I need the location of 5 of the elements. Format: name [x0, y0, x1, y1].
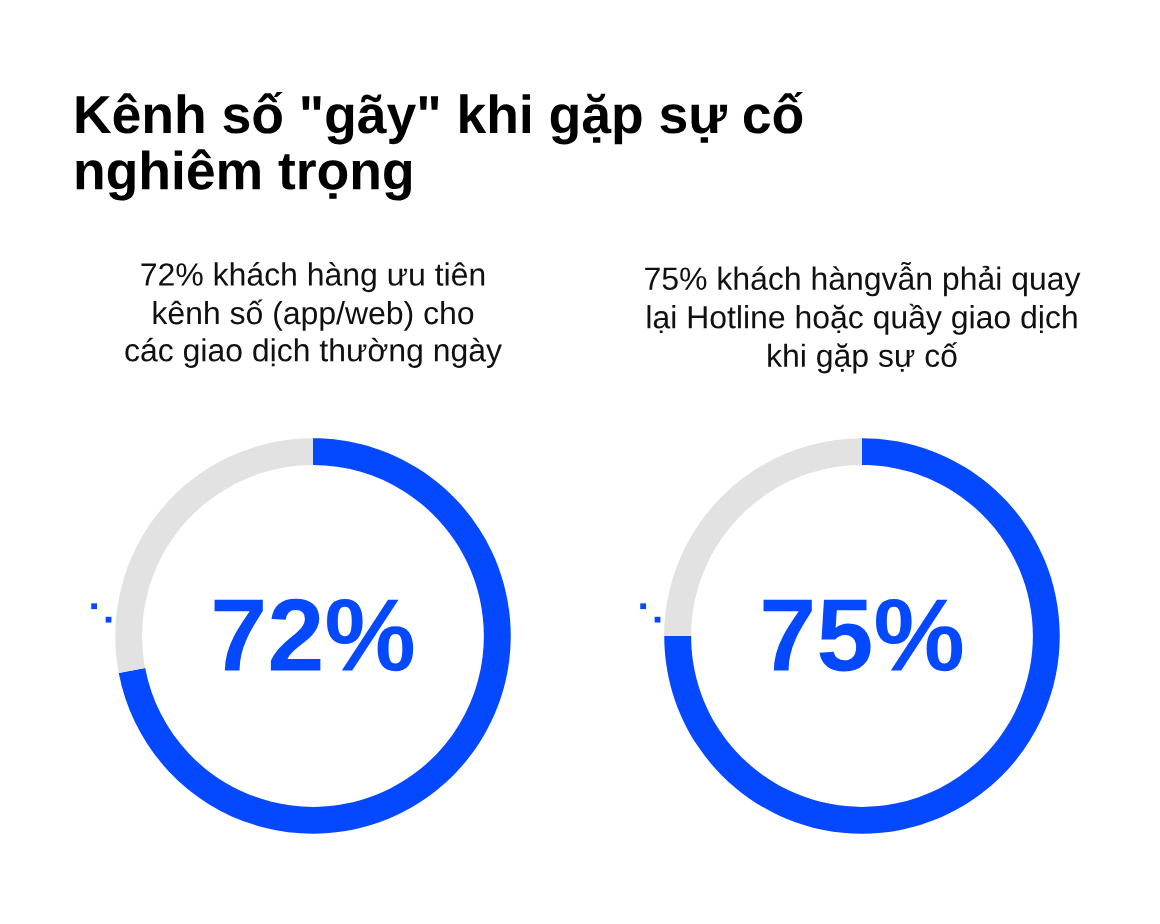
data-label: 72% [214, 598, 414, 672]
data-label: 75% [763, 598, 963, 672]
chart-title: Kênh số "gãy" khi gặp sự cố nghiêm trọng [76, 92, 803, 201]
chart-subtitle: 75% khách hàngvẫn phải quay lại Hotline hoặc quầy giao dịch khi gặp sự cố [645, 262, 1081, 374]
chart-subtitle: 72% khách hàng ưu tiên kênh số (app/web) cho các giao dịch thường ngày [125, 262, 502, 368]
